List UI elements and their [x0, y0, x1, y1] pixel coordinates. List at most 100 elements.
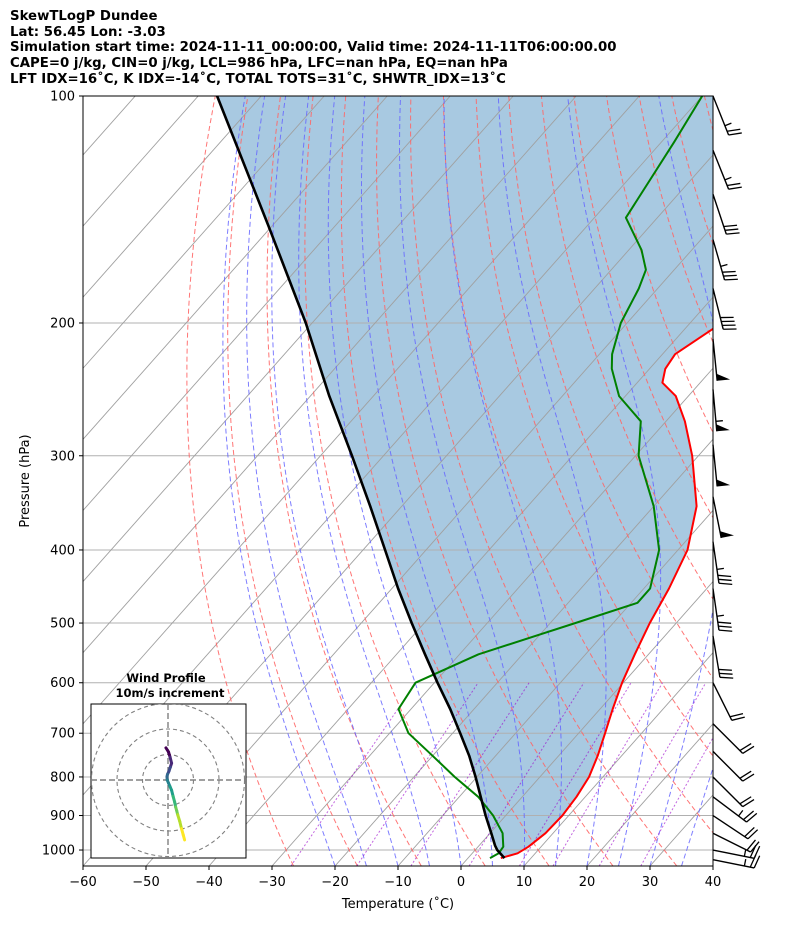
dry-adiabat: [737, 96, 794, 866]
isotherm: [83, 96, 514, 583]
mixing-ratio-line: [410, 682, 530, 866]
stability-line-1: CAPE=0 j/kg, CIN=0 j/kg, LCL=986 hPa, LF…: [10, 56, 508, 72]
moist-adiabat: [712, 864, 713, 866]
moist-adiabat: [298, 96, 430, 866]
x-tick-label: 40: [705, 875, 722, 890]
wind-barb: [712, 95, 742, 136]
dry-adiabat: [508, 96, 713, 680]
moist-adiabat: [567, 96, 662, 866]
hodograph-segment: [181, 833, 187, 842]
dry-adiabat: [376, 96, 614, 866]
mixing-ratio-line: [640, 736, 713, 866]
isotherm: [271, 367, 713, 866]
y-tick-label: 500: [50, 617, 75, 632]
stability-line-2: LFT IDX=16˚C, K IDX=-14˚C, TOTAL TOTS=31…: [10, 71, 506, 87]
y-tick-label: 400: [50, 543, 75, 558]
dry-adiabat: [266, 96, 422, 866]
x-tick-label: −20: [321, 875, 348, 890]
isotherm: [208, 296, 713, 866]
wind-barb: [712, 149, 742, 190]
wind-barb: [712, 496, 734, 539]
y-tick-label: 700: [50, 727, 75, 742]
hodograph-subtitle: 10m/s increment: [116, 686, 225, 700]
mixing-ratio-line: [552, 682, 664, 866]
moist-adiabat: [271, 96, 399, 866]
chart-title: SkewTLogP Dundee: [10, 9, 158, 24]
x-tick-label: −40: [195, 875, 222, 890]
time-line: Simulation start time: 2024-11-11_00:00:…: [10, 40, 617, 56]
dry-adiabat: [340, 96, 550, 866]
wind-barb: [712, 444, 731, 487]
y-tick-label: 600: [50, 676, 75, 691]
chart-header: SkewTLogP Dundee Lat: 56.45 Lon: -3.03 S…: [10, 9, 617, 88]
y-axis-label: Pressure (hPa): [18, 434, 33, 527]
isotherm: [397, 509, 713, 866]
isotherm: [145, 225, 713, 866]
wind-barb: [712, 832, 760, 853]
isotherm: [83, 96, 325, 369]
wind-barb: [712, 541, 733, 586]
x-tick-label: −60: [69, 875, 96, 890]
dry-adiabat: [475, 96, 713, 757]
mixing-ratio-line: [468, 682, 585, 866]
moist-adiabat: [497, 96, 607, 866]
wind-barb: [712, 776, 755, 808]
isotherm: [83, 96, 262, 298]
isotherm: [586, 723, 713, 866]
isotherm: [83, 96, 451, 512]
dry-adiabat: [443, 96, 713, 834]
moist-adiabat: [246, 96, 367, 866]
dry-adiabat: [410, 96, 678, 866]
moist-adiabat: [681, 766, 713, 866]
wind-barb: [712, 814, 759, 840]
dry-adiabat: [227, 96, 358, 866]
wind-barb: [712, 194, 740, 235]
isotherm: [776, 96, 794, 866]
wind-barb: [712, 389, 730, 432]
isotherm: [334, 438, 713, 866]
x-axis-label: Temperature (˚C): [341, 896, 454, 912]
wind-barb: [712, 588, 733, 632]
wind-barb: [712, 682, 745, 721]
wind-barb: [712, 635, 734, 679]
mixing-ratio-line: [290, 682, 417, 866]
wind-barb: [712, 723, 755, 754]
location-line: Lat: 56.45 Lon: -3.03: [10, 24, 166, 40]
x-tick-label: 20: [579, 875, 596, 890]
moist-adiabat: [399, 96, 525, 866]
isotherm: [523, 652, 713, 866]
x-tick-label: 0: [457, 875, 465, 890]
parcel-line: [215, 96, 506, 859]
wind-barb: [712, 796, 758, 823]
mixing-ratio-line: [598, 682, 707, 866]
x-tick-label: 10: [516, 875, 533, 890]
x-tick-label: −30: [258, 875, 285, 890]
wind-barb: [712, 338, 731, 381]
temperature-line: [500, 327, 713, 860]
y-tick-label: 800: [50, 770, 75, 785]
dry-adiabat: [540, 96, 713, 600]
x-tick-label: −10: [384, 875, 411, 890]
moist-adiabat: [222, 96, 336, 866]
y-tick-label: 100: [50, 90, 75, 105]
x-tick-label: −50: [132, 875, 159, 890]
x-tick-label: 30: [642, 875, 659, 890]
hodograph-title: Wind Profile: [126, 671, 206, 685]
mixing-ratio-line: [356, 682, 479, 866]
moist-adiabat: [649, 96, 713, 866]
dry-adiabat: [573, 96, 713, 519]
isotherm: [83, 96, 640, 725]
wind-barb: [712, 854, 761, 869]
wind-barb: [712, 288, 737, 330]
y-tick-label: 1000: [42, 844, 75, 859]
moist-adiabat: [361, 96, 493, 866]
moist-adiabat: [327, 96, 462, 866]
wind-barb: [712, 239, 738, 281]
isotherm: [83, 96, 577, 654]
y-tick-label: 300: [50, 449, 75, 464]
dry-adiabat: [770, 96, 794, 866]
isotherm: [83, 96, 199, 227]
isotherm: [460, 580, 713, 866]
y-tick-label: 200: [50, 316, 75, 331]
